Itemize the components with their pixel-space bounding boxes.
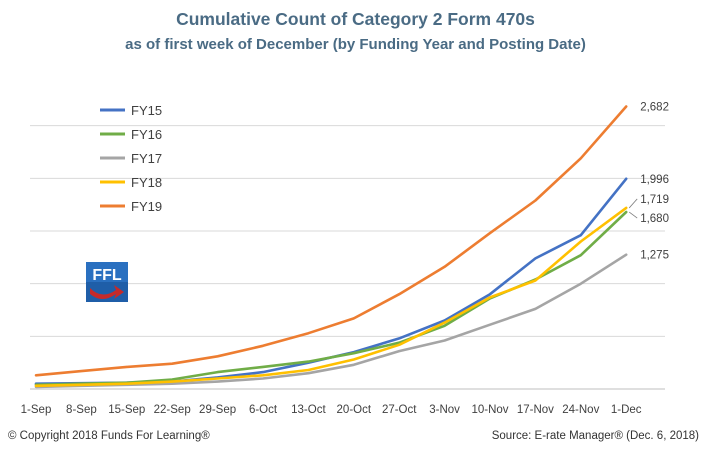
- x-tick-label: 17-Nov: [517, 404, 554, 416]
- x-tick-label: 27-Oct: [382, 404, 417, 416]
- x-tick-label: 8-Sep: [66, 404, 97, 416]
- x-tick-label: 6-Oct: [249, 404, 278, 416]
- x-tick-label: 24-Nov: [562, 404, 599, 416]
- legend-label-fy16: FY16: [131, 127, 162, 142]
- legend-label-fy19: FY19: [131, 199, 162, 214]
- series-line-fy19: [34, 105, 628, 377]
- end-label-fy17: 1,275: [640, 250, 669, 262]
- legend-label-fy18: FY18: [131, 175, 162, 190]
- x-tick-label: 15-Sep: [108, 404, 145, 416]
- gridlines: [30, 125, 665, 390]
- x-tick-label: 1-Sep: [21, 404, 52, 416]
- x-axis-tick-labels: 1-Sep 8-Sep 15-Sep 22-Sep 29-Sep 6-Oct 13-Oct 2…: [21, 404, 642, 416]
- chart-title: Cumulative Count of Category 2 Form 470s: [176, 9, 535, 29]
- x-tick-label: 20-Oct: [337, 404, 372, 416]
- x-tick-label: 10-Nov: [471, 404, 508, 416]
- logo-top-band: [86, 262, 128, 282]
- logo-text: FFL: [92, 267, 122, 284]
- x-tick-label: 29-Sep: [199, 404, 236, 416]
- end-label-fy19: 2,682: [640, 101, 669, 113]
- chart-subtitle: as of first week of December (by Funding…: [125, 36, 586, 53]
- copyright-footer: © Copyright 2018 Funds For Learning®: [8, 430, 210, 442]
- end-label-fy15: 1,996: [640, 174, 669, 186]
- ffl-logo-icon: FFL: [86, 262, 128, 302]
- x-tick-label: 1-Dec: [611, 404, 642, 416]
- legend-label-fy17: FY17: [131, 151, 162, 166]
- label-leader-line: [628, 211, 638, 219]
- legend-label-fy15: FY15: [131, 103, 162, 118]
- x-tick-label: 3-Nov: [429, 404, 460, 416]
- end-value-labels: 1,996 1,680 1,275 1,719 2,682: [628, 101, 669, 262]
- end-label-fy16: 1,680: [640, 213, 669, 225]
- x-tick-label: 13-Oct: [291, 404, 326, 416]
- legend: FY15 FY16 FY17 FY18 FY19: [100, 103, 162, 214]
- series-line-fy18: [34, 206, 628, 388]
- label-leader-line: [628, 198, 638, 209]
- logo-arrow: [90, 285, 124, 299]
- end-label-fy18: 1,719: [640, 194, 669, 206]
- source-footer: Source: E-rate Manager® (Dec. 6, 2018): [491, 430, 699, 442]
- series-lines: [34, 105, 628, 389]
- x-tick-label: 22-Sep: [154, 404, 191, 416]
